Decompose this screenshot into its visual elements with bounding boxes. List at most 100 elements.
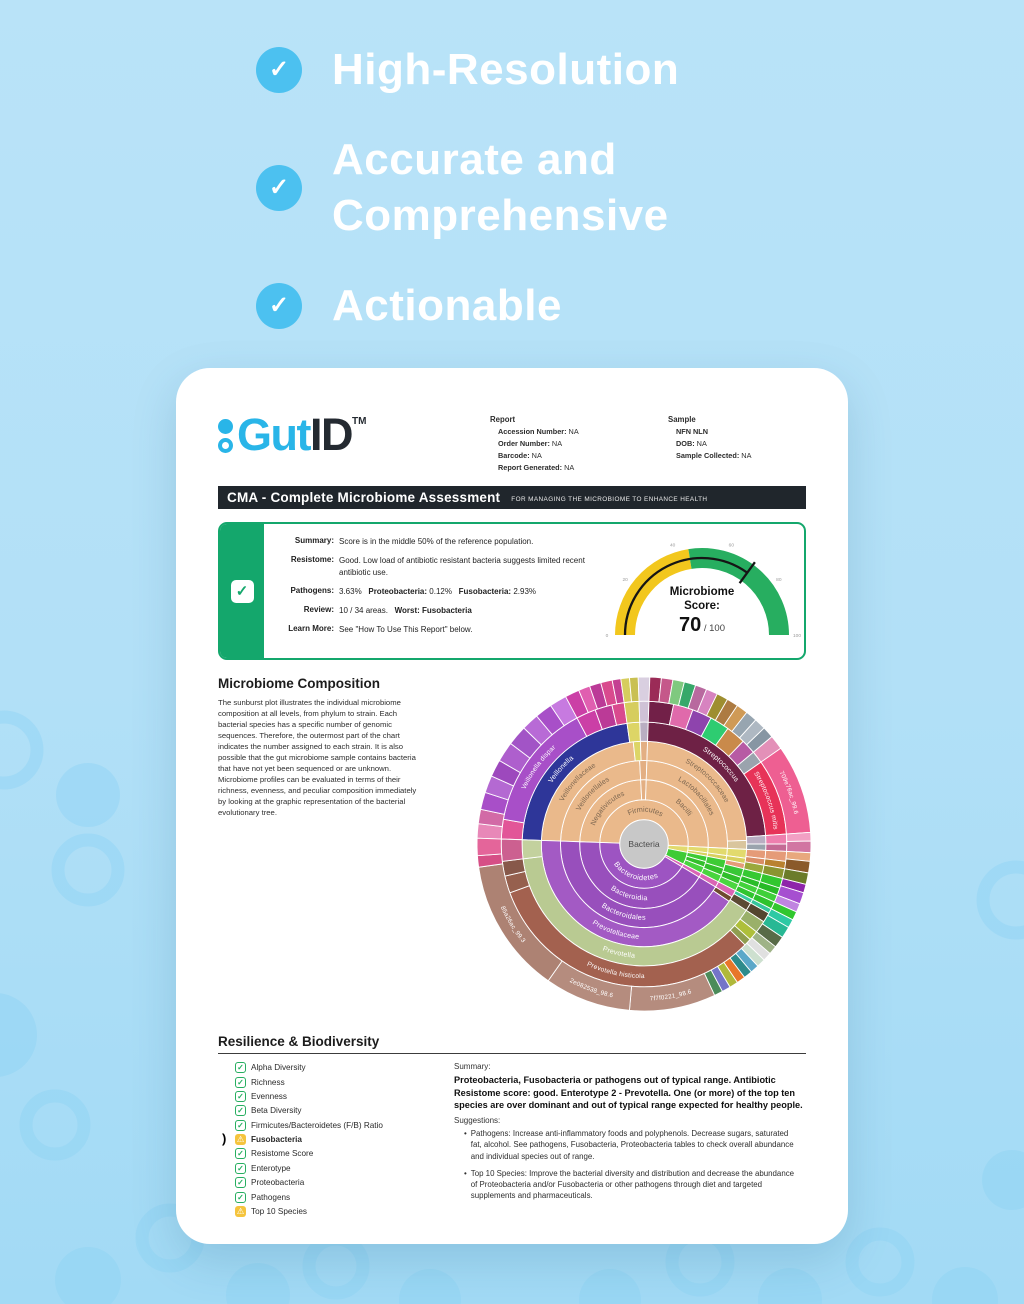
- card-header: GutIDTM Report Accession Number: NA Order…: [218, 412, 806, 474]
- resilience-list: ✓ Alpha Diversity ✓ Richness ✓ Evenness ✓ Beta …: [218, 1062, 446, 1220]
- resilience-columns: ✓ Alpha Diversity ✓ Richness ✓ Evenness ✓ Beta …: [218, 1062, 806, 1220]
- feature-row: ✓ Actionable: [256, 278, 832, 334]
- sunburst-chart: FirmicutesBacteroidetesNegativicutesBaci…: [476, 676, 812, 1012]
- suggestion-text: Top 10 Species: Improve the bacterial di…: [470, 1168, 795, 1200]
- gauge-tick-label: 20: [622, 577, 628, 583]
- resilience-summary-text: Proteobacteria, Fusobacteria or pathogen…: [454, 1075, 803, 1110]
- report-info: Report Accession Number: NA Order Number:…: [490, 412, 579, 474]
- sample-info-fields: DOB: NA Sample Collected: NA: [668, 438, 806, 462]
- sunburst-segment: [639, 721, 649, 742]
- composition-heading: Microbiome Composition: [218, 676, 380, 692]
- sunburst-segment: [765, 833, 788, 845]
- feature-list: ✓ High-Resolution ✓ Accurate and Comprehens…: [256, 42, 832, 368]
- gauge-tick-label: 80: [776, 577, 782, 583]
- resilience-item: ✓ Evenness: [235, 1090, 446, 1102]
- gutid-logo: GutIDTM: [218, 412, 430, 474]
- resilience-section: Resilience & Biodiversity ✓ Alpha Diversi…: [218, 1034, 806, 1220]
- resilience-item: ✓ Richness: [235, 1076, 446, 1088]
- logo-gut: Gut: [237, 409, 311, 460]
- status-check-icon: ✓: [235, 1177, 246, 1189]
- info-field: Accession Number: NA: [498, 427, 579, 436]
- summary-row-part: 0.12%: [427, 586, 459, 596]
- feature-label: High-Resolution: [332, 45, 680, 94]
- gauge-tick-label: 60: [729, 543, 735, 549]
- composition-paragraph: The sunburst plot illustrates the indivi…: [218, 698, 417, 817]
- info-field: Sample Collected: NA: [676, 451, 752, 461]
- status-check-icon: ✓: [235, 1148, 246, 1160]
- sample-info-heading: Sample: [668, 415, 696, 424]
- resilience-item: ⚠ Top 10 Species: [235, 1206, 446, 1218]
- feature-row: ✓ High-Resolution: [256, 42, 832, 98]
- gauge-chart: 0 20 40 60 80 100 Microbiome Score: 70 / 100: [606, 543, 802, 639]
- check-icon: ✓: [256, 46, 302, 93]
- gauge-needle-tick: [738, 561, 756, 585]
- resilience-item-label: Fusobacteria: [251, 1135, 302, 1145]
- sunburst-center-label: Bacteria: [628, 839, 659, 849]
- active-pointer-icon: ): [222, 1131, 227, 1147]
- gauge-needle-arc: [623, 556, 748, 636]
- resilience-heading: Resilience & Biodiversity: [218, 1034, 806, 1055]
- info-field-label: DOB:: [676, 439, 695, 449]
- info-field: Barcode: NA: [498, 451, 542, 461]
- logo-dots-icon: [218, 419, 233, 453]
- status-check-icon: ✓: [235, 1105, 246, 1117]
- resilience-item: ✓ Pathogens: [235, 1191, 446, 1203]
- sunburst-segment: [628, 676, 640, 703]
- summary-status-strip: ✓: [220, 524, 264, 659]
- suggestion-item: • Pathogens: Increase anti-inflammatory f…: [464, 1128, 799, 1161]
- summary-rows: Summary: Score is in the middle 50% of th…: [264, 524, 600, 658]
- sunburst-segment: [638, 700, 650, 723]
- status-check-icon: ✓: [235, 1191, 246, 1203]
- resilience-item-label: Firmicutes/Bacteroidetes (F/B) Ratio: [251, 1120, 383, 1130]
- report-info-fields: Accession Number: NA Order Number: NA Barc…: [490, 426, 579, 474]
- status-check-icon: ✓: [235, 1162, 246, 1174]
- info-field-label: Report Generated:: [498, 463, 563, 473]
- summary-box: ✓ Summary: Score is in the middle 50% of …: [218, 522, 806, 661]
- summary-row-value: Good. Low load of antibiotic resistant b…: [339, 555, 594, 578]
- summary-row-part: Good. Low load of antibiotic resistant b…: [339, 556, 585, 577]
- report-info-heading: Report: [490, 415, 516, 424]
- resilience-summary-label: Summary:: [454, 1062, 491, 1072]
- resilience-item: ✓ Alpha Diversity: [235, 1062, 446, 1074]
- summary-row-part: Fusobacteria:: [458, 586, 512, 596]
- resilience-item-label: Alpha Diversity: [251, 1063, 306, 1073]
- sunburst-segment: [637, 676, 651, 702]
- resilience-item-label: Pathogens: [251, 1192, 291, 1202]
- summary-row-label: Summary:: [294, 536, 334, 546]
- info-field-label: Sample Collected:: [676, 451, 740, 461]
- resilience-item: ✓ Proteobacteria: [235, 1177, 446, 1189]
- resilience-item: ✓ Enterotype: [235, 1162, 446, 1174]
- resilience-item: ) ⚠ Fusobacteria: [222, 1131, 446, 1146]
- bullet-icon: •: [464, 1129, 467, 1139]
- assessment-subtitle: FOR MANAGING THE MICROBIOME TO ENHANCE H…: [511, 495, 708, 503]
- status-check-icon: ✓: [235, 1119, 246, 1131]
- logo-text: GutIDTM: [237, 412, 366, 457]
- bullet-icon: •: [464, 1168, 467, 1178]
- sunburst-segment: [521, 839, 543, 860]
- sample-name: NFN NLN: [676, 427, 709, 436]
- summary-row-value: 10 / 34 areas. Worst: Fusobacteria: [339, 605, 594, 617]
- logo-id: ID: [309, 409, 354, 460]
- logo-tm: TM: [351, 416, 367, 427]
- summary-row-part: 2.93%: [511, 586, 536, 596]
- feature-row: ✓ Accurate and Comprehensive: [256, 132, 832, 244]
- resilience-item: ✓ Firmicutes/Bacteroidetes (F/B) Ratio: [235, 1119, 446, 1131]
- summary-row-part: See "How To Use This Report" below.: [339, 625, 473, 635]
- summary-row-value: Score is in the middle 50% of the refere…: [339, 536, 594, 548]
- sunburst-segment: [786, 840, 812, 854]
- summary-row-value: See "How To Use This Report" below.: [339, 624, 594, 636]
- status-check-icon: ✓: [235, 1076, 246, 1088]
- summary-row-part: 10 / 34 areas.: [339, 606, 395, 615]
- suggestions-list: • Pathogens: Increase anti-inflammatory f…: [454, 1128, 806, 1200]
- composition-section: Microbiome Composition The sunburst plot…: [218, 676, 812, 1028]
- status-warning-icon: ⚠: [235, 1134, 246, 1146]
- resilience-item-label: Proteobacteria: [251, 1178, 305, 1188]
- sunburst-segment: [623, 700, 641, 724]
- resilience-item: ✓ Beta Diversity: [235, 1105, 446, 1117]
- gauge-tick-label: 0: [606, 633, 609, 639]
- logo-dot-filled-icon: [218, 419, 233, 434]
- gauge-tick-label: 100: [793, 633, 801, 639]
- summary-row-part: Worst: Fusobacteria: [394, 606, 472, 615]
- resilience-item-label: Evenness: [251, 1091, 287, 1101]
- resilience-item: ✓ Resistome Score: [235, 1148, 446, 1160]
